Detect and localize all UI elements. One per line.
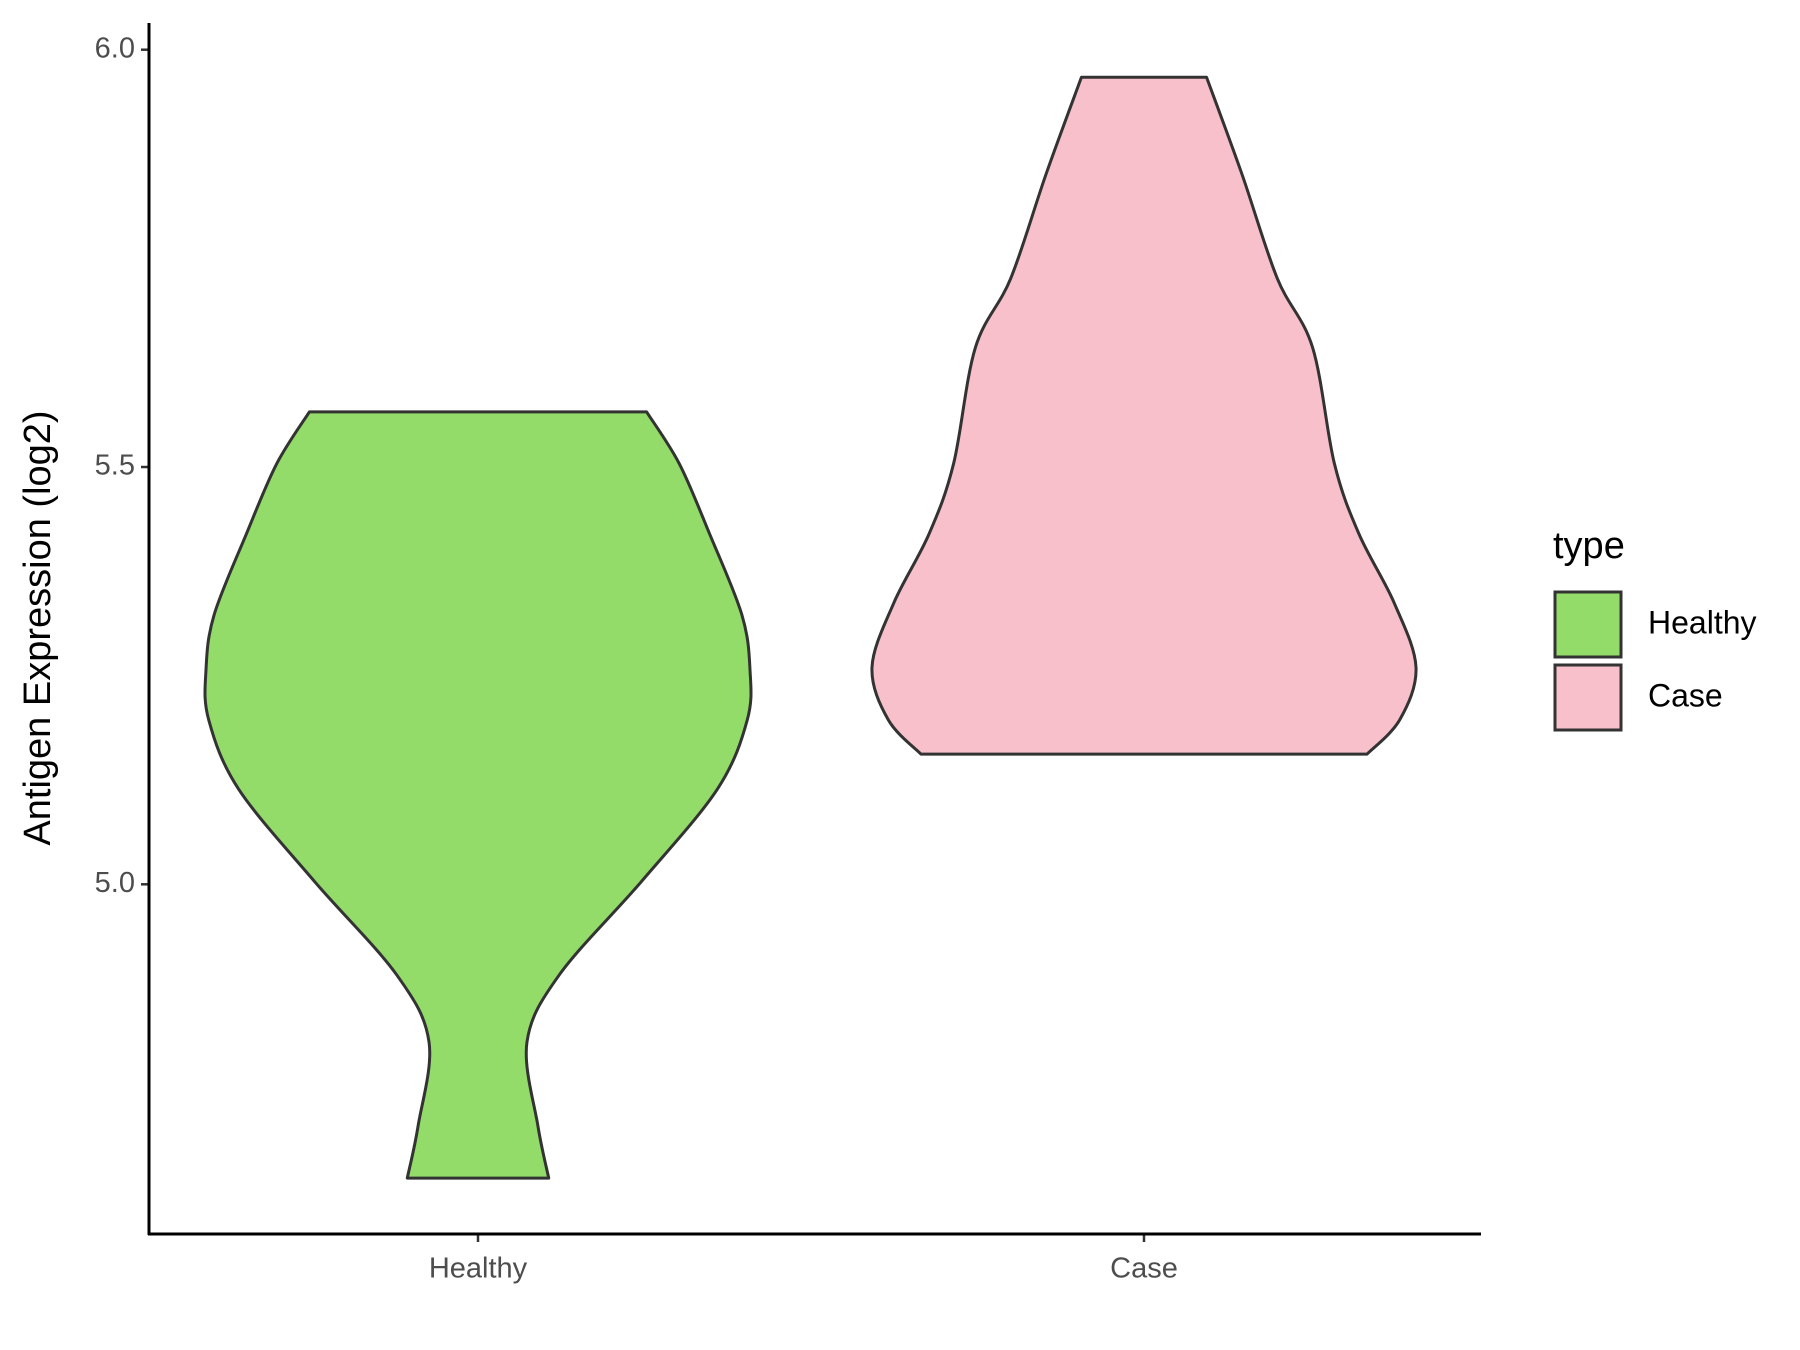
y-tick-label: 6.0 (95, 32, 135, 64)
legend-label: Case (1648, 677, 1723, 713)
y-tick-label: 5.0 (95, 867, 135, 899)
x-tick-label: Case (1110, 1253, 1178, 1285)
violin (203, 410, 753, 1180)
y-tick-label: 5.5 (95, 450, 135, 482)
legend-key (1553, 663, 1623, 732)
legend-title: type (1553, 525, 1625, 567)
violin (870, 75, 1418, 756)
y-axis-label: Antigen Expression (log2) (17, 410, 59, 845)
legend-label: Healthy (1648, 604, 1757, 640)
legend-key (1553, 590, 1623, 659)
x-tick-label: Healthy (429, 1253, 528, 1285)
